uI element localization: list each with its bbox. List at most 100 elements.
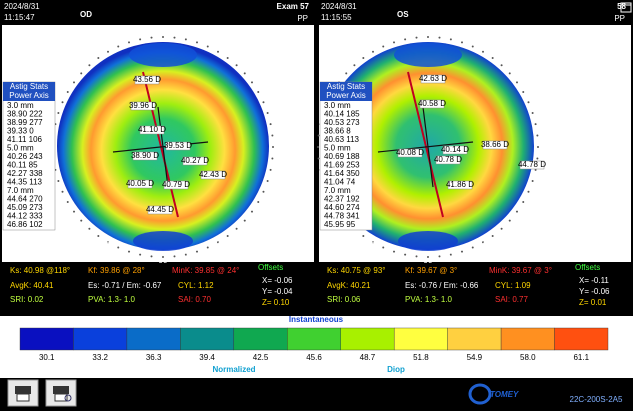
scale-label: 39.4 [199, 353, 215, 362]
scale-cell [233, 327, 288, 351]
ring-dot [271, 157, 274, 160]
astig-row: 40.53 273 [324, 118, 360, 127]
ring-dot [235, 64, 238, 67]
callout-box [163, 180, 189, 190]
ring-label: 120 [213, 241, 227, 250]
callout: 40.79 D [162, 180, 190, 189]
exam-number: 58 [617, 2, 626, 11]
scale-title: Instantaneous [289, 315, 344, 324]
stat-x: X= -0.06 [262, 276, 293, 285]
ring-dot [235, 227, 238, 230]
stat-offsets: Offsets [258, 263, 283, 272]
callout-box [134, 75, 160, 85]
ring-dot [266, 112, 269, 115]
callout-box [435, 155, 461, 165]
blue-lobe [129, 43, 197, 67]
mode: PP [297, 14, 308, 23]
stat-kf: Kf: 39.67 @ 3° [405, 266, 457, 275]
ring-dot [345, 72, 348, 75]
print-preview-button[interactable] [45, 379, 77, 407]
exam-number: Exam 57 [277, 2, 310, 11]
ring-dot [317, 157, 320, 160]
ring-dot [460, 250, 463, 253]
ring-dot [150, 36, 153, 39]
window-icon[interactable] [620, 2, 632, 13]
callout-box [420, 74, 446, 84]
ring-dot [80, 72, 83, 75]
ring-dot [362, 234, 365, 237]
ring-label: 120 [99, 43, 113, 52]
ring-dot [534, 168, 537, 171]
callout: 44.45 D [146, 205, 174, 214]
ring-dot [415, 255, 418, 258]
callout-box [200, 170, 226, 180]
ring-dot [184, 253, 187, 256]
callout: 40.05 D [126, 179, 154, 188]
ring-dot [438, 36, 441, 39]
ring-label: 90 [424, 28, 433, 37]
callout-box [447, 180, 473, 190]
ring-dot [362, 57, 365, 60]
ring-dot [372, 241, 374, 244]
zone-size: 5.0 mm [7, 144, 34, 153]
print-button[interactable] [7, 379, 39, 407]
ring-dot [195, 250, 198, 253]
ring-dot [269, 123, 272, 126]
blue-lobe [398, 231, 458, 251]
callout-box [442, 145, 468, 155]
table-title: Astig Stats [10, 82, 48, 91]
astig-row: 38.99 277 [7, 118, 43, 127]
ring-dot [438, 255, 441, 258]
stat-ks: Ks: 40.75 @ 93° [327, 266, 385, 275]
astig-row: 40.63 113 [324, 135, 360, 144]
callout-box [139, 125, 165, 135]
ring-label: 135 [341, 61, 355, 70]
ring-dot [57, 179, 60, 182]
scale-label: 51.8 [413, 353, 429, 362]
callout-box [132, 151, 158, 161]
ring-dot [262, 190, 265, 193]
zone-size: 7.0 mm [7, 186, 34, 195]
ring-dot [184, 38, 187, 41]
ring-dot [257, 201, 260, 203]
callout-box [419, 99, 445, 109]
callout-box [482, 140, 508, 150]
zone-size: 3.0 mm [324, 101, 351, 110]
ring-dot [128, 41, 131, 44]
ring-label: 135 [76, 61, 90, 70]
ring-dot [80, 219, 83, 222]
scale-label: 36.3 [146, 353, 162, 362]
ring-dot [107, 50, 109, 53]
ring-dot [250, 210, 253, 213]
ring-dot [128, 250, 131, 253]
scale-cell [73, 327, 128, 351]
ring-dot [139, 253, 142, 256]
ring-label: 120 [478, 241, 492, 250]
zone-size: 3.0 mm [7, 101, 34, 110]
ring-dot [482, 50, 484, 53]
ring-dot [449, 253, 452, 256]
table-title: Astig Stats [327, 82, 365, 91]
callout: 40.27 D [181, 156, 209, 165]
callout-box [182, 156, 208, 166]
table-bg [2, 81, 56, 231]
time: 11:15:47 [4, 13, 35, 22]
astig-row: 41.11 106 [7, 135, 43, 144]
ring-label: 75 [453, 32, 462, 41]
ring-dot [226, 234, 229, 237]
scale-cell [447, 327, 502, 351]
astig-row: 44.35 113 [7, 178, 43, 187]
ring-dot [243, 219, 246, 222]
ring-dot [491, 234, 494, 237]
ring-dot [66, 91, 69, 93]
table-subtitle: Power Axis [9, 91, 49, 100]
ring-dot [382, 246, 385, 249]
astig-row: 40.69 188 [324, 152, 360, 161]
callout: 39.96 D [129, 101, 157, 110]
ring-dot [217, 50, 219, 53]
ring-dot [250, 81, 253, 84]
callout-box [165, 141, 191, 151]
scale-cell [500, 327, 555, 351]
table-bg [319, 81, 373, 231]
ring-label: 75 [394, 252, 403, 261]
